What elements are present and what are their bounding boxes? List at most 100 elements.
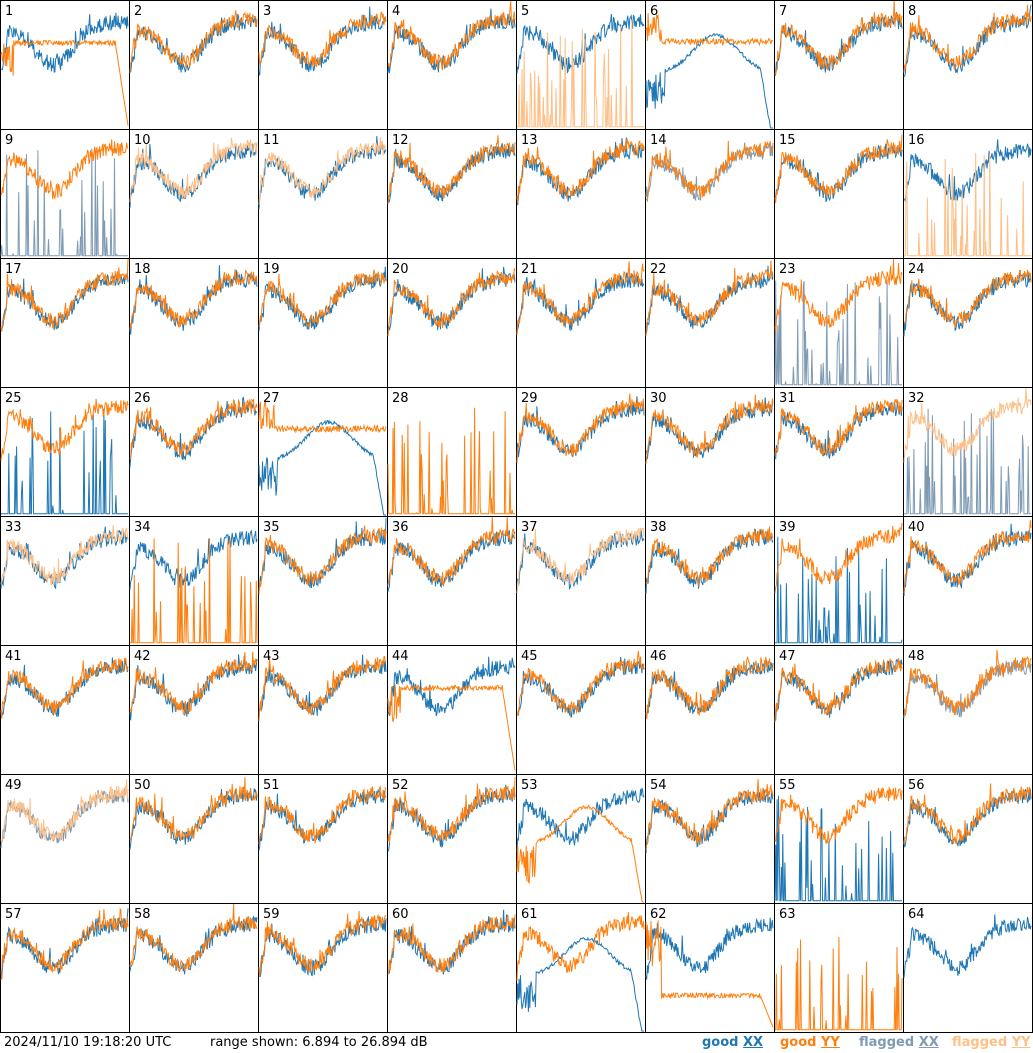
tile-19: 19 [258,258,388,388]
tile-label: 18 [134,262,151,277]
series-yy-line [0,258,129,332]
tile-36: 36 [387,516,517,646]
series-yy-line [258,137,387,205]
tile-53: 53 [516,774,646,904]
tile-16: 16 [903,129,1033,259]
tile-label: 10 [134,133,151,148]
series-yy-line [516,527,645,594]
tile-frame [258,258,388,388]
tile-label: 48 [908,649,925,664]
series-yy-line [903,4,1032,73]
tile-label: 19 [263,262,280,277]
series-yy-line [774,522,903,594]
series-xx-line [774,658,903,721]
tile-label: 5 [521,4,529,19]
tile-label: 49 [5,778,22,793]
tile-2: 2 [129,0,259,130]
series-yy-line [645,920,774,1028]
tile-27: 27 [258,387,388,517]
series-yy-line [129,398,258,460]
timestamp: 2024/11/10 19:18:20 UTC [4,1035,172,1050]
series-yy-line [774,258,903,332]
tile-1: 1 [0,0,130,130]
tile-label: 27 [263,391,280,406]
tile-22: 22 [645,258,775,388]
series-yy-line [904,152,1031,257]
tile-label: 57 [5,907,22,922]
tile-40: 40 [903,516,1033,646]
series-yy-line [774,786,903,845]
tile-label: 53 [521,778,538,793]
series-yy-line [645,779,774,851]
series-yy-line [774,658,903,723]
tile-45: 45 [516,645,646,775]
tile-label: 63 [779,907,796,922]
series-yy-line [0,907,129,981]
tile-frame [0,258,130,388]
tile-50: 50 [129,774,259,904]
tile-label: 47 [779,649,796,664]
tile-label: 60 [392,907,409,922]
tile-label: 34 [134,520,151,535]
tile-63: 63 [774,903,904,1033]
tile-label: 16 [908,133,925,148]
tile-label: 41 [5,649,22,664]
series-xx-line [903,914,1032,978]
tile-11: 11 [258,129,388,259]
tile-8: 8 [903,0,1033,130]
series-xx-line [774,279,902,386]
series-yy-line [387,684,516,771]
tile-label: 17 [5,262,22,277]
series-xx-line [903,139,1032,202]
tile-frame [645,903,775,1033]
tile-label: 32 [908,391,925,406]
series-yy-line [903,520,1032,594]
series-xx-line [904,408,1031,515]
tile-frame [258,129,388,259]
series-xx-line [516,936,644,1032]
legend-good-yy: good YY [780,1035,840,1050]
series-yy-line [258,400,387,434]
tile-55: 55 [774,774,904,904]
tile-51: 51 [258,774,388,904]
series-yy-line [516,804,644,903]
series-yy-line [516,650,645,716]
series-yy-line [258,785,387,845]
series-yy-line [903,387,1032,463]
tile-49: 49 [0,774,130,904]
series-yy-line [387,914,516,975]
series-yy-line [0,139,129,200]
tile-label: 24 [908,262,925,277]
tile-label: 20 [392,262,409,277]
tile-label: 29 [521,391,538,406]
series-yy-line [129,903,258,973]
tile-label: 51 [263,778,280,793]
series-yy-line [645,140,774,201]
series-yy-line [517,19,644,128]
tile-label: 58 [134,907,151,922]
series-yy-line [0,779,129,843]
tile-frame [903,645,1033,775]
series-yy-line [645,13,774,47]
series-xx-line [903,523,1032,597]
series-xx-line [387,529,516,592]
tile-38: 38 [645,516,775,646]
tile-label: 33 [5,520,22,535]
tile-label: 25 [5,391,22,406]
tile-frame [645,387,775,517]
tile-frame [0,0,130,130]
tile-label: 26 [134,391,151,406]
tile-label: 39 [779,520,796,535]
series-xx-line [903,788,1032,848]
series-yy-line [645,260,774,336]
tile-frame [516,774,646,904]
series-yy-line [387,268,516,337]
tile-label: 37 [521,520,538,535]
tile-label: 4 [392,4,400,19]
series-xx-line [516,13,645,74]
tile-3: 3 [258,0,388,130]
series-yy-line [258,910,387,978]
series-yy-line [258,525,387,595]
tile-label: 55 [779,778,796,793]
series-yy-line [387,516,516,586]
